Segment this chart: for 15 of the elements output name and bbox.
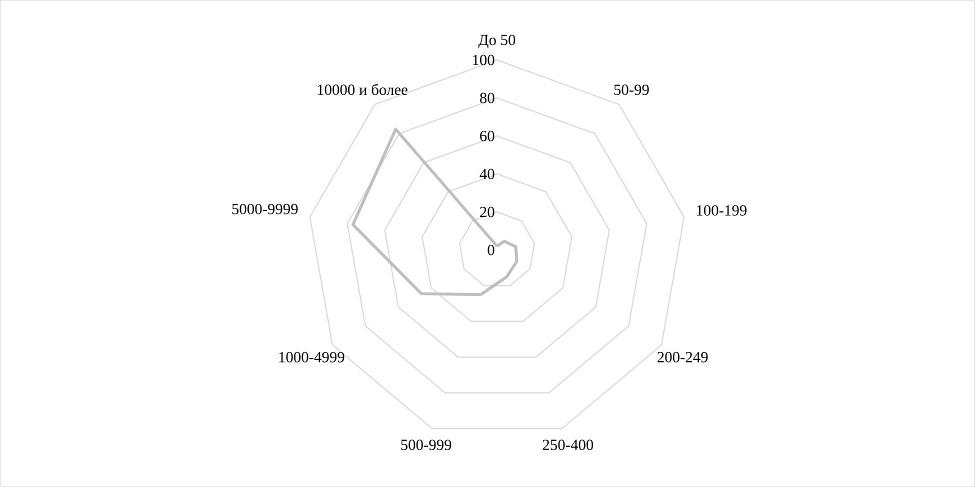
spoke-label: 10000 и более [318, 84, 408, 95]
spoke-label: 5000-9999 [232, 204, 298, 214]
y-tick-label: 60 [480, 130, 494, 142]
y-tick-label: 40 [480, 168, 494, 180]
y-tick-label: 80 [480, 92, 494, 104]
y-tick-label: 20 [480, 206, 494, 218]
y-tick-label: 100 [473, 54, 494, 66]
spoke-label: 250-400 [542, 440, 594, 450]
spoke-label: 200-249 [658, 352, 708, 362]
spoke-label: До 50 [478, 34, 516, 48]
spoke-label: 50-99 [614, 84, 649, 95]
spoke-label: 500-999 [401, 440, 452, 450]
spoke-label: 100-199 [697, 205, 746, 216]
spoke-label: 1000-4999 [279, 352, 344, 362]
y-tick-label: 0 [488, 244, 494, 256]
